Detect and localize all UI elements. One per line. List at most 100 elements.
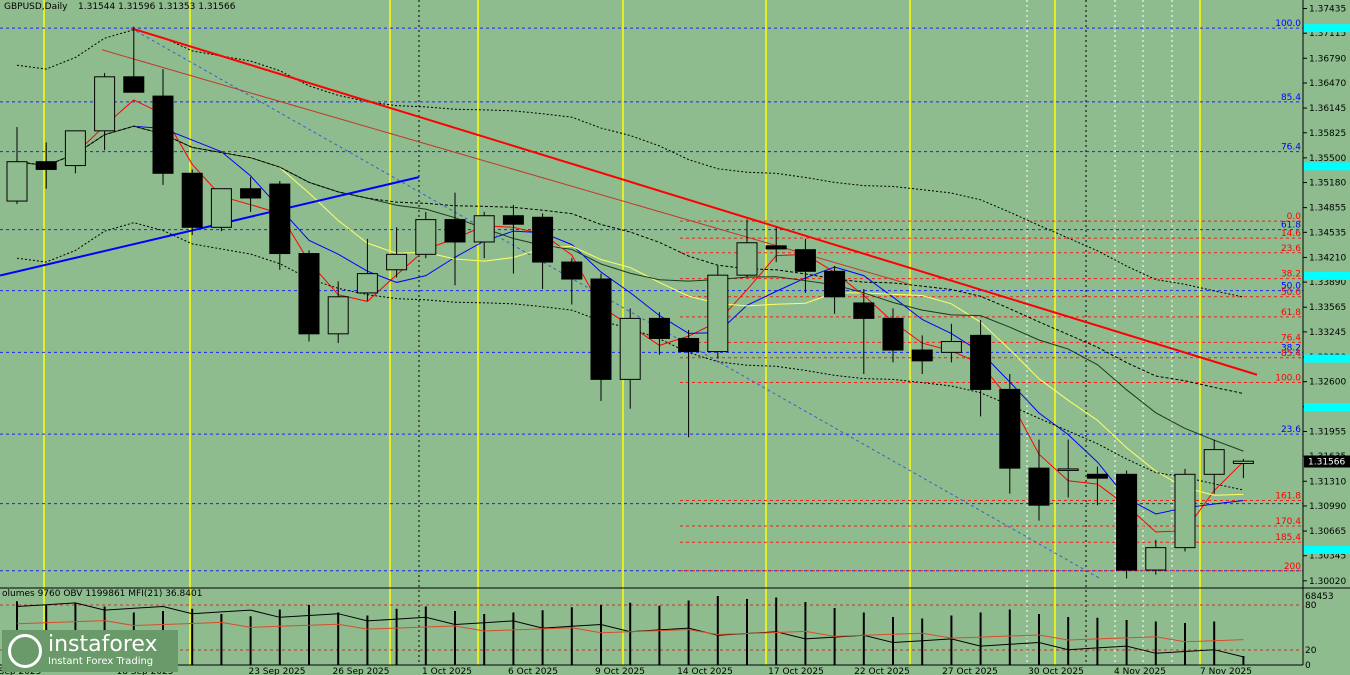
volume-axis-label: 0 [1305, 661, 1311, 671]
candle-body [473, 215, 495, 243]
ma-dashed [16, 125, 1244, 394]
price-tick-label: 1.31310 [1309, 477, 1346, 487]
time-axis-label: 1 Oct 2025 [422, 667, 472, 675]
candle-body [386, 253, 408, 271]
price-tick-label: 1.34535 [1309, 228, 1346, 238]
fib-label-red: 161.8 [1275, 492, 1301, 502]
fib-label-red: 200 [1284, 562, 1301, 572]
trendline-dashed-blue [130, 27, 1101, 579]
price-tick-label: 1.30665 [1309, 527, 1346, 537]
indicator-lines [16, 29, 1244, 533]
candle-body [1174, 473, 1196, 549]
fib-label-red: 0.0 [1287, 212, 1302, 222]
price-tick-label: 1.35180 [1309, 179, 1346, 189]
price-tick-label: 1.33245 [1309, 328, 1346, 338]
price-tick-label: 1.31955 [1309, 427, 1346, 437]
resistance-trendline-red [130, 27, 1258, 376]
candle-body [794, 249, 816, 272]
price-tick-label: 1.35500 [1309, 154, 1346, 164]
price-tick-label: 1.30345 [1309, 552, 1346, 562]
candle-body [444, 219, 466, 243]
fib-label-red: 50.0 [1281, 288, 1301, 298]
price-tick-label: 1.36790 [1309, 54, 1346, 64]
price-tick-label: 1.36145 [1309, 104, 1346, 114]
price-level-marker [1304, 24, 1350, 33]
price-level-marker [1304, 403, 1350, 412]
trendlines [0, 27, 1258, 579]
fib-label-red: 185.4 [1275, 533, 1301, 543]
fib-label-red: 170.4 [1275, 517, 1301, 527]
candle-body [415, 219, 437, 255]
current-price-label: 1.31566 [1308, 457, 1345, 467]
logo-name: instaforex [48, 632, 158, 657]
candle-body [181, 172, 203, 228]
logo-tagline: Instant Forex Trading [48, 656, 154, 667]
candle-body [356, 273, 378, 294]
support-trendline-blue [0, 176, 420, 277]
candle-body [999, 388, 1021, 469]
fib-label-red: 23.6 [1281, 244, 1301, 254]
candle-body [298, 253, 320, 335]
candle-body [152, 95, 174, 174]
fib-label-blue: 85.4 [1281, 93, 1301, 103]
price-level-marker [1304, 354, 1350, 363]
fib-label-blue: 76.4 [1281, 143, 1301, 153]
price-level-marker [1304, 545, 1350, 554]
candle-body [619, 317, 641, 380]
fib-label-blue: 23.6 [1281, 425, 1301, 435]
instaforex-logo: instaforex Instant Forex Trading [2, 630, 178, 672]
candle-body [678, 337, 700, 353]
candle-body [736, 242, 758, 276]
time-axis-label: 17 Oct 2025 [768, 667, 824, 675]
candles [6, 26, 1254, 579]
price-tick-label: 1.33565 [1309, 303, 1346, 313]
fib-label-blue: 100.0 [1275, 19, 1301, 29]
fib-label-red: 76.4 [1281, 333, 1301, 343]
candle-body [561, 261, 583, 280]
price-axis-bg [1303, 0, 1350, 675]
mfi-line [16, 620, 1244, 643]
time-axis-label: 4 Nov 2025 [1114, 667, 1166, 675]
price-tick-label: 1.37435 [1309, 4, 1346, 14]
current-price-tag [1304, 455, 1350, 468]
price-tick-label: 1.33890 [1309, 278, 1346, 288]
volume-axis-label: 20 [1305, 646, 1317, 656]
candle-body [502, 215, 524, 225]
candle-body [824, 270, 846, 298]
trendline-thin-red [101, 49, 911, 285]
time-axis-label: 22 Oct 2025 [854, 667, 910, 675]
ma-blue [16, 125, 1244, 515]
candle-body [1057, 468, 1079, 471]
candle-body [94, 76, 116, 132]
price-axis: 1.37435 1.37115 1.36790 1.36470 1.36145 1.358… [1302, 0, 1350, 675]
candle-body [269, 183, 291, 255]
candle-body [210, 188, 232, 228]
candle-body [707, 274, 729, 353]
candle-body [853, 302, 875, 319]
candle-body [35, 161, 57, 170]
price-level-marker [1304, 162, 1350, 171]
price-tick-label: 1.34855 [1309, 204, 1346, 214]
price-tick-label: 1.35825 [1309, 129, 1346, 139]
candle-body [970, 334, 992, 390]
chart-header-ohlc: 1.31544 1.31596 1.31353 1.31566 [78, 2, 236, 12]
candle-body [6, 161, 28, 202]
time-axis-label: 9 Oct 2025 [595, 667, 645, 675]
time-axis-label: 27 Oct 2025 [942, 667, 998, 675]
chart-header-symbol: GBPUSD,Daily [4, 2, 68, 12]
candle-body [532, 216, 554, 263]
ma-dark [16, 125, 1244, 452]
price-tick-label: 1.30990 [1309, 502, 1346, 512]
time-axis-label: 6 Oct 2025 [508, 667, 558, 675]
time-axis-label: 26 Sep 2025 [332, 667, 389, 675]
fib-label-blue: 38.2 [1281, 343, 1301, 353]
price-tick-label: 1.34210 [1309, 253, 1346, 263]
time-axis-label: 7 Nov 2025 [1200, 667, 1252, 675]
price-level-marker [1304, 271, 1350, 280]
candle-body [123, 76, 145, 93]
volume-axis-label: 80 [1305, 601, 1317, 611]
time-axis-label: 30 Oct 2025 [1028, 667, 1084, 675]
